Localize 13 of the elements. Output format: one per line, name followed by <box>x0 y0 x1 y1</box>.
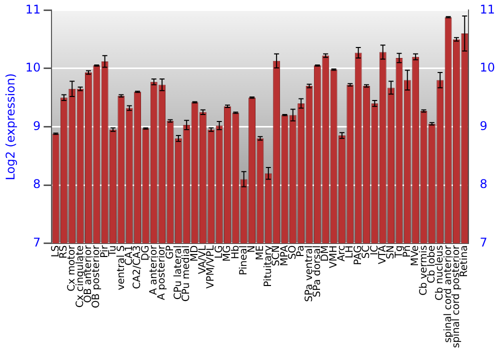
y2-tick-label: 7 <box>480 235 488 250</box>
y-tick-label: 9 <box>33 118 41 133</box>
y2-tick-label: 11 <box>480 2 496 16</box>
y-tick-label: 11 <box>25 2 41 16</box>
y-tick-label: 7 <box>33 235 41 250</box>
y-tick-label: 10 <box>25 60 41 75</box>
x-tick-label: A posterior <box>156 244 168 300</box>
y-axis-title: Log2 (expression) <box>3 73 18 180</box>
y2-tick-label: 10 <box>480 60 496 75</box>
y2-tick-label: 9 <box>480 118 488 133</box>
y-tick-label: 8 <box>33 177 41 192</box>
x-tick-label: Tg <box>394 245 405 259</box>
y2-tick-label: 8 <box>480 177 488 192</box>
